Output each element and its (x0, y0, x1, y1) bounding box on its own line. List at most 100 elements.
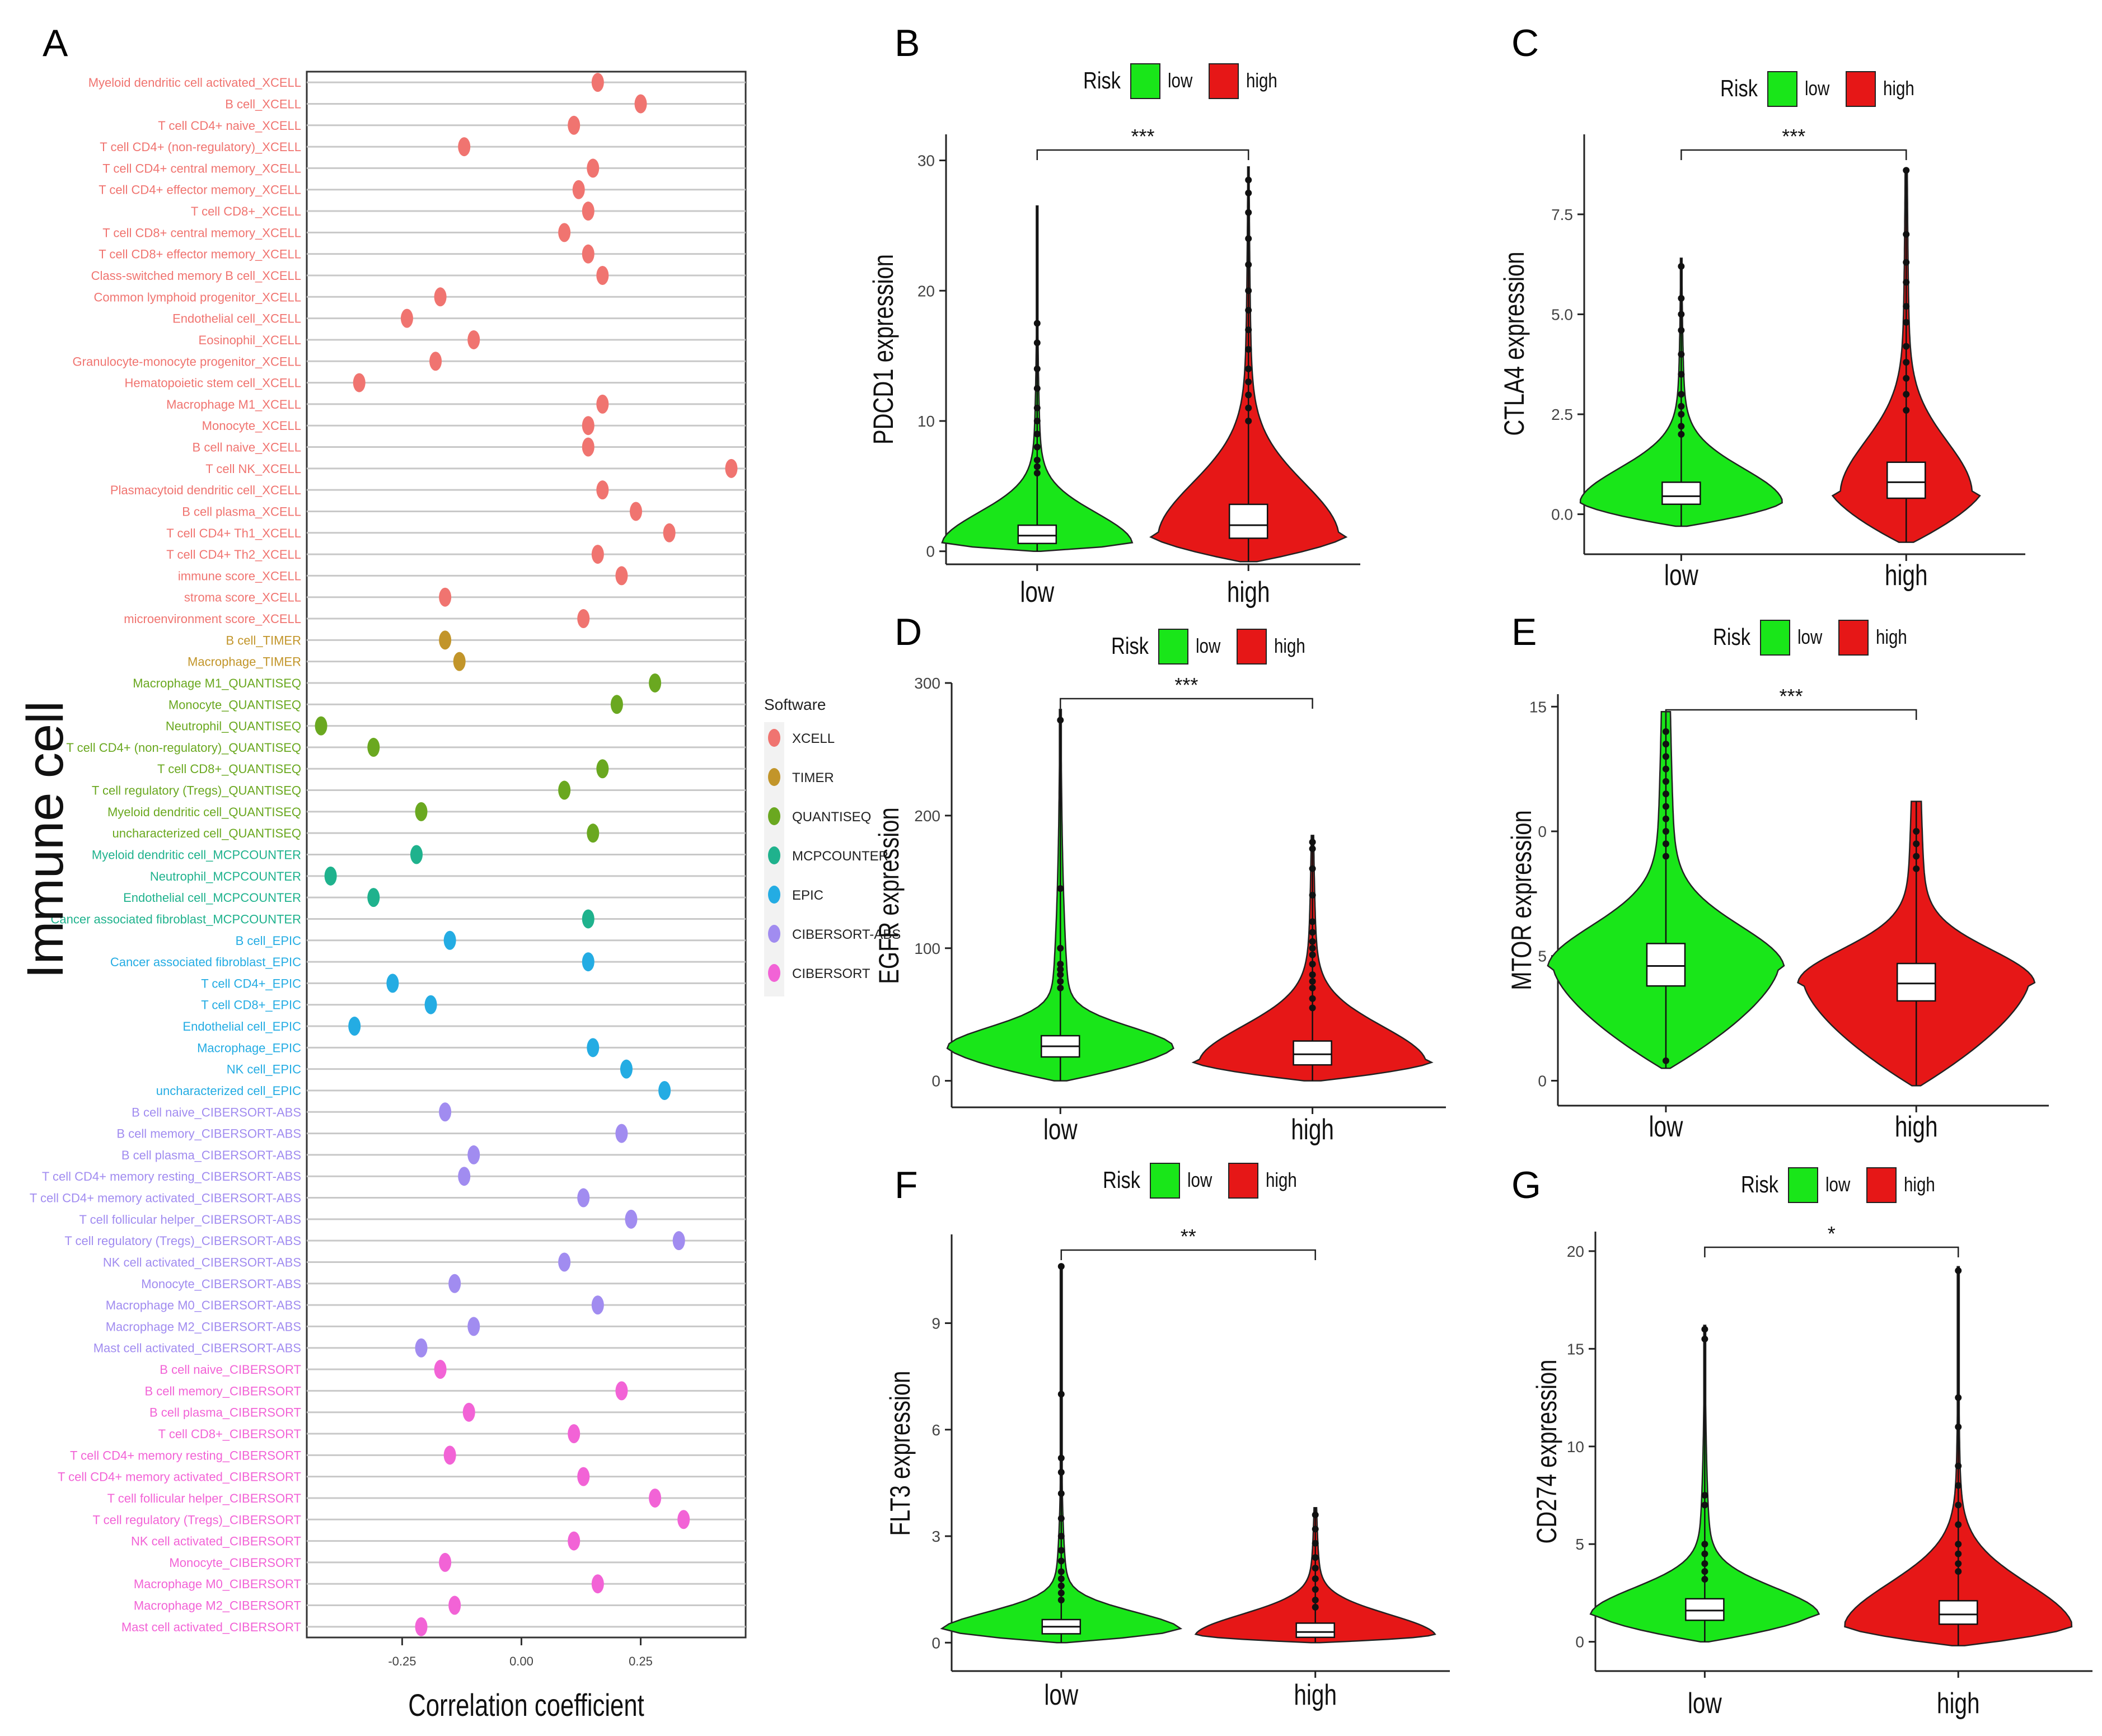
row-label: Endothelial cell_EPIC (182, 1019, 301, 1033)
outlier-point (1662, 778, 1669, 785)
legend-title: Software (764, 696, 826, 713)
data-point (448, 1274, 461, 1293)
outlier-point (1057, 1263, 1065, 1270)
outlier-point (1913, 853, 1920, 860)
outlier-point (1312, 1565, 1319, 1572)
row-label: Cancer associated fibroblast_EPIC (110, 955, 301, 969)
row-label: NK cell activated_CIBERSORT (131, 1534, 301, 1548)
y-tick-label: 9 (931, 1315, 940, 1332)
legend-title: Risk (1103, 1167, 1141, 1194)
outlier-point (1312, 1540, 1319, 1547)
data-point (577, 1467, 590, 1486)
x-tick-label-high: high (1227, 575, 1270, 608)
outlier-point (1662, 741, 1669, 748)
legend-swatch-xcell (768, 729, 780, 747)
data-point (615, 566, 628, 586)
outlier-point (1309, 865, 1316, 872)
data-point (434, 1360, 447, 1379)
panel-letter-e: E (1511, 611, 1537, 653)
legend-title: Risk (1741, 1172, 1779, 1198)
x-tick-label-high: high (1937, 1687, 1980, 1719)
outlier-point (1057, 1582, 1065, 1589)
row-label: Myeloid dendritic cell_MCPCOUNTER (92, 848, 301, 862)
outlier-point (1312, 1554, 1319, 1561)
row-label: T cell CD4+ memory activated_CIBERSORT-A… (30, 1191, 301, 1205)
panel-letter-f: F (895, 1164, 918, 1206)
data-point (439, 587, 452, 607)
row-label: NK cell activated_CIBERSORT-ABS (103, 1255, 301, 1269)
y-tick-label: 0 (926, 543, 935, 560)
data-point (386, 974, 399, 993)
y-tick-label: 0 (931, 1634, 940, 1651)
outlier-point (1662, 1057, 1669, 1064)
data-point (429, 352, 442, 371)
data-point (615, 1124, 628, 1143)
y-axis-title: Immune cell (17, 701, 74, 979)
legend-label-cibersort-abs: CIBERSORT-ABS (792, 927, 901, 942)
x-tick-label-low: low (1688, 1687, 1722, 1719)
data-point (315, 716, 327, 736)
outlier-point (1057, 1589, 1065, 1597)
data-point (443, 930, 456, 950)
outlier-point (1057, 1597, 1065, 1604)
legend-swatch-low (1760, 620, 1790, 656)
legend-swatch-high (1228, 1163, 1258, 1199)
y-tick-label: 2.5 (1551, 406, 1573, 423)
data-point (434, 287, 447, 307)
panel-letter-a: A (43, 22, 68, 64)
row-label: Macrophage_TIMER (188, 655, 301, 669)
data-point (591, 545, 604, 564)
box-high (1886, 461, 1926, 499)
row-label: microenvironment score_XCELL (124, 612, 301, 626)
row-label: Monocyte_CIBERSORT-ABS (141, 1277, 301, 1291)
outlier-point (1033, 463, 1041, 470)
data-point (596, 265, 609, 285)
row-label: T cell CD4+ Th2_XCELL (166, 548, 301, 561)
outlier-point (1955, 1394, 1962, 1401)
box-high (1295, 1622, 1335, 1639)
flt3-violin-plot: 0 3 6 9 FLT3 expression low high ** Risk low high (884, 1163, 1450, 1711)
row-label: B cell plasma_XCELL (182, 504, 301, 518)
y-tick-label: 20 (1567, 1243, 1584, 1260)
row-label: Mast cell activated_CIBERSORT-ABS (93, 1341, 301, 1355)
legend-label-timer: TIMER (792, 770, 834, 785)
row-label: Macrophage M2_CIBERSORT (134, 1599, 301, 1613)
y-tick-label: 300 (914, 675, 940, 692)
row-label: Granulocyte-monocyte progenitor_XCELL (73, 354, 301, 368)
row-label: Myeloid dendritic cell_QUANTISEQ (107, 805, 301, 819)
outlier-point (1903, 343, 1910, 350)
legend-label-low: low (1825, 1173, 1850, 1195)
outlier-point (1662, 828, 1669, 835)
outlier-point (1033, 404, 1041, 411)
row-label: T cell follicular helper_CIBERSORT (107, 1491, 301, 1505)
data-point (658, 1080, 671, 1100)
panel-letter-b: B (895, 22, 920, 64)
outlier-point (1245, 404, 1252, 411)
outlier-point (1662, 803, 1669, 810)
data-point (568, 115, 580, 135)
outlier-point (1057, 961, 1064, 968)
data-point (582, 416, 594, 436)
x-tick-label-low: low (1664, 559, 1698, 591)
y-tick-label: 15 (1567, 1340, 1584, 1358)
data-point (348, 1017, 361, 1036)
significance-bracket (1060, 698, 1313, 709)
y-tick-label: 10 (917, 413, 935, 430)
box-low (1646, 943, 1686, 987)
outlier-point (1903, 259, 1910, 266)
data-point (663, 523, 676, 542)
legend-swatch-cibersort (768, 964, 780, 982)
data-point (630, 502, 642, 521)
data-point (467, 1145, 480, 1164)
cd274-violin-plot: 0 5 10 15 20 CD274 expression low high * Risk low h… (1531, 1167, 2092, 1719)
legend-label-high: high (1274, 634, 1305, 657)
row-label: T cell regulatory (Tregs)_CIBERSORT (93, 1513, 301, 1527)
panel-letter-c: C (1511, 22, 1539, 64)
legend-swatch-cibersort-abs (768, 925, 780, 943)
outlier-point (1678, 263, 1685, 270)
legend-swatch-high (1838, 620, 1869, 656)
y-tick-label: 6 (931, 1421, 940, 1439)
significance-label: * (1828, 1222, 1836, 1245)
outlier-point (1309, 984, 1316, 991)
box-high (1938, 1600, 1978, 1625)
